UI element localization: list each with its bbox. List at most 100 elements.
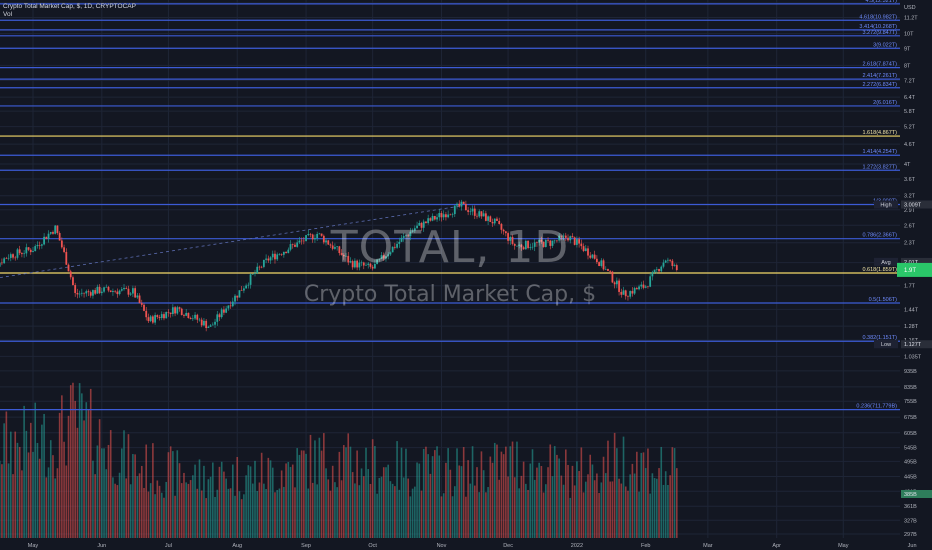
- volume-bar: [649, 493, 651, 538]
- candle-body: [231, 301, 234, 307]
- volume-bar: [658, 468, 660, 538]
- candle-body: [604, 269, 607, 270]
- volume-bar: [551, 476, 554, 538]
- price-tick-label: 5.8T: [904, 109, 916, 115]
- fib-label: 3.272(9.847T): [862, 30, 897, 36]
- volume-bar: [180, 483, 183, 538]
- volume-bar: [640, 452, 643, 538]
- volume-bar: [309, 434, 312, 538]
- volume-bar: [578, 470, 580, 538]
- volume-bar: [212, 462, 214, 538]
- volume-bar: [518, 488, 520, 538]
- candle-body: [389, 252, 392, 255]
- candle-body: [134, 288, 137, 298]
- volume-bar: [449, 469, 452, 538]
- symbol-title[interactable]: Crypto Total Market Cap, $, 1D, CRYPTOCA…: [3, 3, 136, 10]
- candle-body: [651, 272, 654, 277]
- volume-bar: [542, 492, 545, 538]
- candle-body: [362, 262, 365, 266]
- volume-bar: [220, 461, 223, 538]
- candle-body: [449, 214, 452, 216]
- price-tag-name-box: [874, 200, 898, 209]
- volume-bar: [311, 482, 314, 538]
- volume-bar: [240, 499, 243, 538]
- candle-body: [29, 249, 32, 253]
- volume-bar: [87, 409, 90, 538]
- volume-bar: [331, 465, 334, 538]
- price-tick-label: 10T: [904, 32, 914, 38]
- candle-body: [611, 271, 614, 283]
- volume-bar: [300, 450, 303, 538]
- candle-body: [675, 265, 678, 270]
- candle-body: [123, 287, 125, 290]
- volume-bar: [147, 491, 150, 538]
- volume-bar: [118, 472, 121, 538]
- volume-bar: [27, 452, 30, 538]
- price-tick-label: 2.9T: [904, 208, 916, 214]
- candle-body: [265, 258, 267, 260]
- volume-bar: [160, 492, 163, 538]
- volume-bar: [431, 456, 434, 538]
- volume-bar: [369, 483, 372, 538]
- candle-body: [560, 235, 563, 237]
- candle-body: [600, 260, 603, 267]
- candle-body: [673, 265, 676, 266]
- candle-body: [598, 262, 600, 267]
- volume-bar: [143, 487, 145, 538]
- volume-indicator-label[interactable]: Vol: [3, 11, 13, 18]
- candle-body: [500, 223, 503, 230]
- price-tick-label: 327B: [904, 518, 917, 524]
- candle-body: [316, 233, 319, 239]
- candle-body: [558, 235, 561, 241]
- volume-bar: [196, 488, 199, 538]
- time-tick-label: Dec: [503, 543, 513, 549]
- candle-body: [205, 320, 208, 329]
- candle-body: [498, 220, 501, 224]
- candle-body: [80, 292, 83, 294]
- candle-body: [453, 205, 456, 215]
- volume-bar: [276, 489, 278, 538]
- candle-body: [163, 314, 165, 319]
- volume-bar: [389, 481, 392, 538]
- volume-bar: [671, 447, 674, 538]
- candle-body: [635, 288, 638, 290]
- candle-body: [327, 240, 330, 245]
- volume-bar: [340, 480, 343, 538]
- candle-body: [491, 221, 494, 224]
- volume-bar: [121, 448, 123, 538]
- price-tick-label: 1.7T: [904, 284, 916, 290]
- volume-bar: [598, 492, 600, 538]
- time-tick-label: Sep: [301, 543, 311, 549]
- time-tick-label: May: [28, 543, 39, 549]
- candle-body: [280, 254, 283, 255]
- candle-body: [538, 239, 541, 243]
- volume-bar: [545, 484, 547, 538]
- candle-body: [21, 253, 23, 255]
- fib-label: 1.414(4.254T): [862, 149, 897, 155]
- candle-body: [509, 236, 512, 241]
- volume-bar: [362, 476, 365, 538]
- candle-body: [402, 236, 405, 238]
- candle-body: [413, 228, 416, 231]
- candle-body: [551, 240, 554, 246]
- time-axis: May Jun Jul Aug Sep Oct Nov Dec 2022 Feb Mar Apr May…: [0, 538, 917, 550]
- volume-bar: [76, 427, 79, 538]
- candle-body: [576, 239, 578, 245]
- candle-body: [289, 244, 292, 250]
- candle-body: [400, 237, 403, 242]
- volume-bar: [214, 496, 216, 538]
- volume-bar: [556, 454, 558, 538]
- candle-body: [649, 276, 652, 287]
- candle-body: [478, 211, 481, 217]
- volume-bar: [411, 488, 414, 538]
- volume-bar: [101, 448, 103, 538]
- price-tick-label: 445B: [904, 474, 917, 480]
- candle-body: [211, 324, 214, 326]
- volume-bar: [329, 490, 332, 538]
- candle-body: [40, 244, 43, 246]
- volume-bar: [227, 488, 230, 538]
- candle-body: [72, 277, 74, 286]
- volume-bar: [23, 405, 25, 538]
